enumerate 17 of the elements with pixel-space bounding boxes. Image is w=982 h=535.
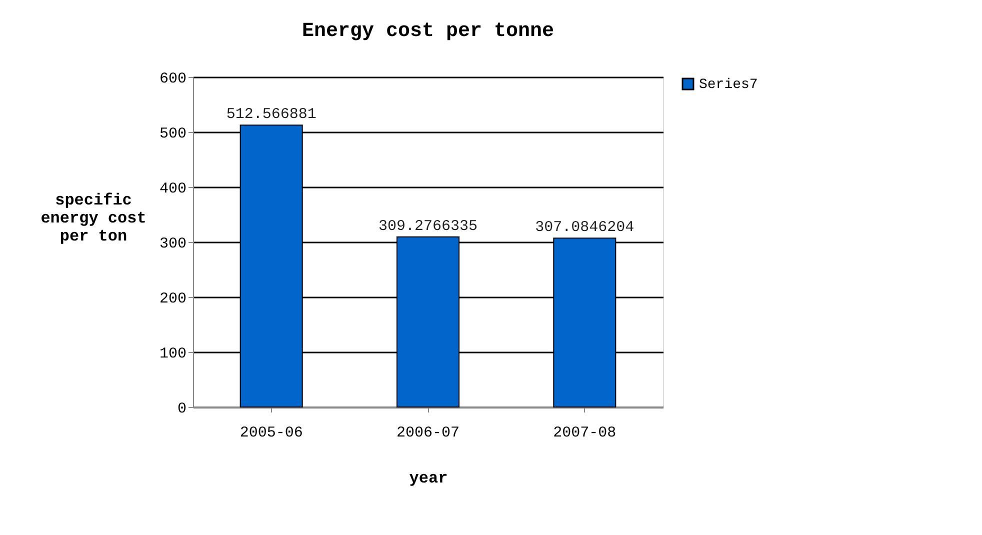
y-tick-label: 400 bbox=[159, 180, 186, 198]
x-axis-title: year bbox=[409, 470, 448, 488]
y-tick-label: 300 bbox=[159, 236, 186, 252]
y-tick-label: 200 bbox=[159, 290, 186, 308]
y-tick-label: 0 bbox=[177, 400, 186, 418]
data-label: 307.0846204 bbox=[535, 219, 634, 236]
y-tick-label: 100 bbox=[159, 346, 186, 362]
chart-title: Energy cost per tonne bbox=[302, 20, 554, 43]
data-label: 512.566881 bbox=[226, 106, 316, 124]
y-tick-label: 500 bbox=[159, 126, 186, 142]
y-tick-label: 600 bbox=[159, 70, 186, 88]
data-label: 309.2766335 bbox=[378, 218, 478, 235]
x-tick-label: 2007-08 bbox=[553, 424, 616, 442]
legend-label: Series7 bbox=[699, 77, 758, 93]
x-tick-label: 2005-06 bbox=[240, 424, 303, 442]
x-tick-label: 2006-07 bbox=[396, 424, 460, 442]
y-axis-title: specific energy cost per ton bbox=[40, 192, 146, 246]
